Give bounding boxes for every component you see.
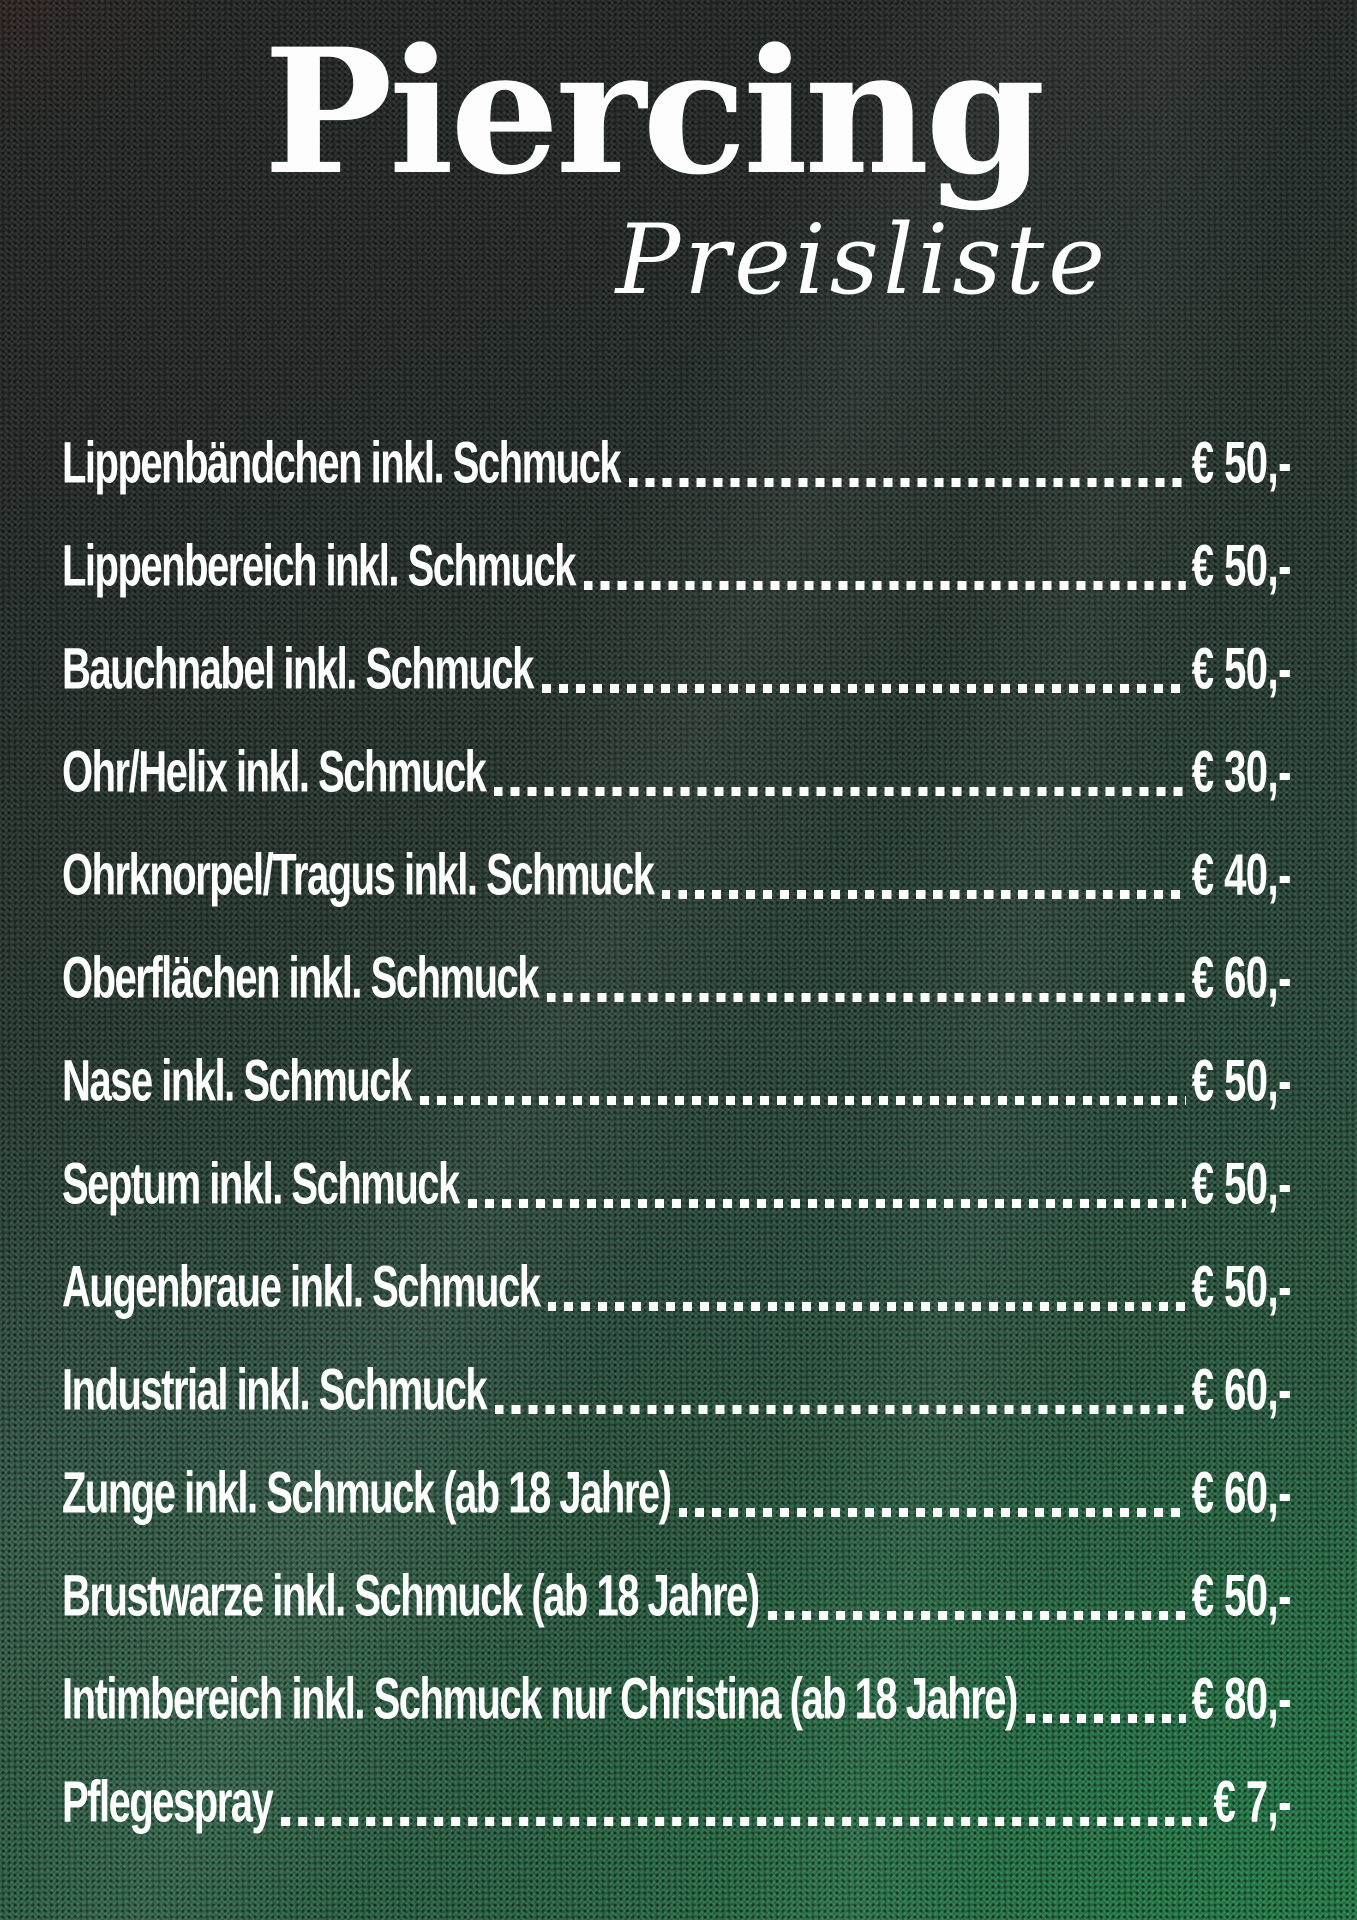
item-price: € 50,- — [1191, 1564, 1292, 1629]
item-label: Augenbraue inkl. Schmuck — [62, 1255, 541, 1320]
item-label: Brustwarze inkl. Schmuck (ab 18 Jahre) — [62, 1564, 760, 1629]
item-label: Intimbereich inkl. Schmuck nur Christina… — [62, 1667, 1018, 1732]
list-item: Septum inkl. Schmuck € 50,- — [62, 1156, 1292, 1214]
list-item: Ohr/Helix inkl. Schmuck € 30,- — [62, 744, 1292, 802]
dotted-leader — [547, 993, 1186, 1002]
item-price: € 60,- — [1191, 946, 1292, 1011]
list-item: Zunge inkl. Schmuck (ab 18 Jahre) € 60,- — [62, 1465, 1292, 1523]
dotted-leader — [1025, 1714, 1186, 1723]
item-price: € 60,- — [1191, 1461, 1292, 1526]
list-item: Brustwarze inkl. Schmuck (ab 18 Jahre) €… — [62, 1568, 1292, 1626]
item-label: Septum inkl. Schmuck — [62, 1152, 460, 1217]
dotted-leader — [495, 1405, 1186, 1414]
item-label: Ohr/Helix inkl. Schmuck — [62, 740, 487, 805]
item-price: € 50,- — [1191, 431, 1292, 496]
dotted-leader — [662, 890, 1186, 899]
item-label: Industrial inkl. Schmuck — [62, 1358, 488, 1423]
item-label: Bauchnabel inkl. Schmuck — [62, 637, 534, 702]
list-item: Augenbraue inkl. Schmuck € 50,- — [62, 1259, 1292, 1317]
dotted-leader — [494, 787, 1186, 796]
item-price: € 50,- — [1191, 1049, 1292, 1114]
list-item: Lippenbereich inkl. Schmuck € 50,- — [62, 538, 1292, 596]
item-label: Lippenbändchen inkl. Schmuck — [62, 431, 622, 496]
dotted-leader — [548, 1302, 1186, 1311]
item-price: € 50,- — [1191, 1152, 1292, 1217]
item-label: Ohrknorpel/Tragus inkl. Schmuck — [62, 843, 655, 908]
item-price: € 60,- — [1191, 1358, 1292, 1423]
page-subtitle: Preisliste — [615, 204, 1109, 316]
dotted-leader — [629, 478, 1186, 487]
item-label: Pflegespray — [62, 1770, 274, 1835]
list-item: Pflegespray € 7,- — [62, 1774, 1291, 1832]
item-price: € 7,- — [1213, 1770, 1291, 1835]
dotted-leader — [281, 1817, 1208, 1826]
item-price: € 50,- — [1191, 1255, 1292, 1320]
list-item: Oberflächen inkl. Schmuck € 60,- — [62, 950, 1292, 1008]
dotted-leader — [679, 1508, 1186, 1517]
dotted-leader — [767, 1611, 1186, 1620]
dotted-leader — [541, 684, 1186, 693]
dotted-leader — [419, 1096, 1186, 1105]
list-item: Bauchnabel inkl. Schmuck € 50,- — [62, 641, 1292, 699]
item-price: € 30,- — [1191, 740, 1292, 805]
dotted-leader — [583, 581, 1186, 590]
price-list: Lippenbändchen inkl. Schmuck € 50,- Lipp… — [62, 435, 1292, 1832]
item-price: € 50,- — [1191, 534, 1292, 599]
item-price: € 50,- — [1191, 637, 1292, 702]
list-item: Intimbereich inkl. Schmuck nur Christina… — [62, 1671, 1292, 1729]
list-item: Lippenbändchen inkl. Schmuck € 50,- — [62, 435, 1292, 493]
item-label: Zunge inkl. Schmuck (ab 18 Jahre) — [62, 1461, 672, 1526]
item-label: Nase inkl. Schmuck — [62, 1049, 412, 1114]
list-item: Industrial inkl. Schmuck € 60,- — [62, 1362, 1292, 1420]
page-title: Piercing — [263, 10, 1045, 213]
list-item: Ohrknorpel/Tragus inkl. Schmuck € 40,- — [62, 847, 1292, 905]
item-price: € 80,- — [1191, 1667, 1292, 1732]
header: Piercing Preisliste — [0, 10, 1357, 316]
item-price: € 40,- — [1191, 843, 1292, 908]
item-label: Oberflächen inkl. Schmuck — [62, 946, 540, 1011]
item-label: Lippenbereich inkl. Schmuck — [62, 534, 576, 599]
dotted-leader — [467, 1199, 1186, 1208]
list-item: Nase inkl. Schmuck € 50,- — [62, 1053, 1292, 1111]
